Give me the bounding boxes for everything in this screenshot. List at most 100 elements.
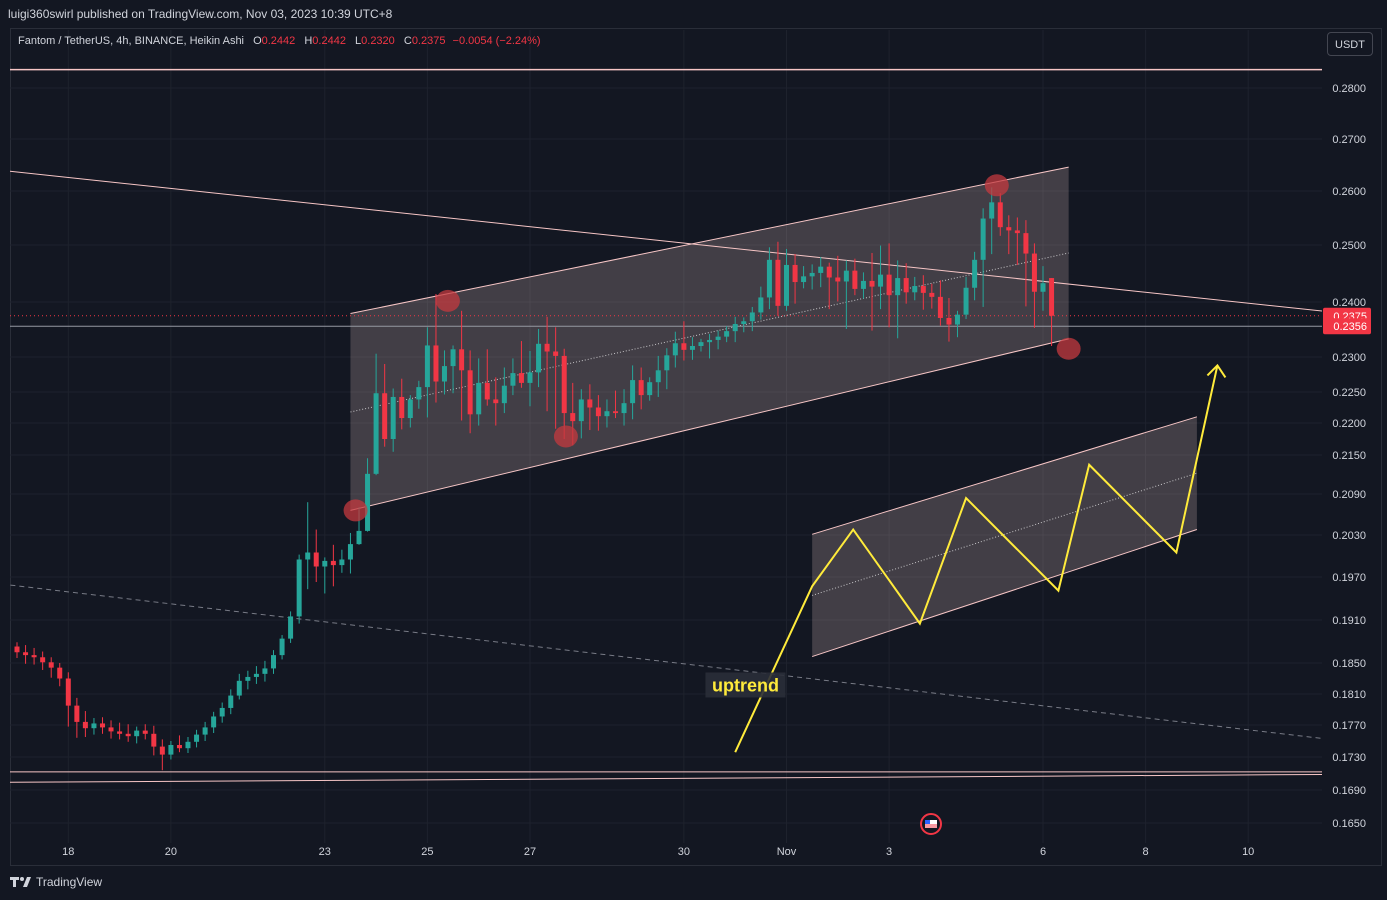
- candle-body: [912, 286, 918, 293]
- candle-body: [527, 372, 533, 383]
- price-axis-label: 0.1910: [1332, 615, 1366, 627]
- candle-body: [766, 259, 772, 298]
- candle-body: [14, 646, 20, 653]
- legend-symbol: Fantom / TetherUS, 4h, BINANCE, Heikin A…: [18, 35, 244, 47]
- candle-body: [595, 407, 601, 417]
- candle-body: [689, 346, 695, 350]
- bottom-support-line: [10, 773, 1322, 783]
- highlight-circle: [553, 425, 578, 448]
- candle-body: [416, 387, 422, 400]
- descending-trendline: [10, 170, 1322, 312]
- candle-body: [544, 343, 550, 352]
- projection-channel-upper: [812, 416, 1198, 535]
- price-axis-label: 0.2200: [1332, 418, 1366, 430]
- legend-low-label: L: [355, 35, 362, 47]
- time-axis-label: 6: [1040, 846, 1046, 858]
- candle-body: [724, 331, 730, 337]
- candle-body: [570, 413, 576, 422]
- candle-body: [826, 266, 832, 278]
- candle-body: [536, 343, 542, 373]
- currency-button[interactable]: USDT: [1327, 32, 1373, 56]
- candle-body: [108, 727, 114, 732]
- candle-body: [698, 342, 704, 346]
- price-axis-label: 0.2090: [1332, 489, 1366, 501]
- legend-high: 0.2442: [312, 35, 346, 47]
- candle-body: [23, 652, 29, 656]
- uptrend-label: uptrend: [712, 675, 779, 695]
- publisher-line: luigi360swirl published on TradingView.c…: [8, 7, 393, 21]
- price-axis-label: 0.2300: [1332, 352, 1366, 364]
- candle-body: [441, 366, 447, 382]
- candle-body: [895, 278, 901, 296]
- price-axis-label: 0.1850: [1332, 658, 1366, 670]
- candle-body: [424, 345, 430, 388]
- chart-svg[interactable]: uptrend 0.2800 0.2700 0.2600 0.2500 0.2400 0.2…: [0, 0, 1387, 866]
- candle-body: [869, 280, 875, 287]
- candle-body: [715, 336, 721, 340]
- highlight-circle: [984, 174, 1009, 197]
- dashed-trendline: [10, 584, 1322, 739]
- chart-frame: [10, 28, 1382, 866]
- candle-body: [134, 730, 140, 737]
- highlight-circle: [343, 499, 368, 522]
- us-event-flag-icon: [925, 820, 937, 828]
- candle-body: [630, 380, 636, 404]
- tradingview-logo-icon: [10, 877, 31, 887]
- price-axis-label: 0.2150: [1332, 450, 1366, 462]
- candle-body: [664, 355, 670, 371]
- candle-body: [732, 324, 738, 332]
- candle-body: [621, 403, 627, 414]
- candle-body: [809, 272, 815, 277]
- price-axis-label: 0.2250: [1332, 387, 1366, 399]
- price-tag-label: 0.2356: [1333, 321, 1367, 333]
- candle-body: [989, 202, 995, 219]
- price-axis-label: 0.2400: [1332, 297, 1366, 309]
- candle-body: [373, 393, 379, 474]
- price-axis-label: 0.1970: [1332, 572, 1366, 584]
- legend-change: −0.0054 (−2.24%): [452, 35, 541, 47]
- candle-body: [48, 662, 54, 668]
- candle-body: [1023, 233, 1029, 254]
- candle-body: [271, 655, 276, 669]
- legend-open-label: O: [253, 35, 262, 47]
- candle-body: [843, 270, 849, 282]
- candle-body: [202, 727, 208, 735]
- price-axis-label: 0.2600: [1332, 186, 1366, 198]
- candle-body: [510, 373, 516, 386]
- candle-body: [151, 733, 157, 747]
- candle-body: [185, 741, 191, 749]
- candle-body: [467, 370, 473, 415]
- time-axis-label: 20: [165, 846, 177, 858]
- candle-body: [980, 218, 986, 260]
- candle-body: [1040, 283, 1046, 292]
- brand[interactable]: TradingView: [10, 875, 102, 889]
- candle-body: [860, 280, 866, 289]
- candle-body: [604, 411, 610, 417]
- legend-low: 0.2320: [361, 35, 395, 47]
- candle-body: [578, 399, 584, 422]
- candle-body: [852, 270, 858, 289]
- publisher-bar: luigi360swirl published on TradingView.c…: [0, 0, 1387, 28]
- time-axis-label: 25: [421, 846, 433, 858]
- candle-body: [878, 274, 884, 287]
- time-axis-label: 27: [524, 846, 536, 858]
- candle-body: [330, 560, 336, 566]
- candle-body: [647, 382, 653, 396]
- candle-body: [194, 734, 200, 742]
- legend-open: 0.2442: [261, 35, 296, 47]
- legend-high-label: H: [304, 35, 313, 47]
- candle-body: [142, 730, 148, 734]
- candle-body: [954, 314, 960, 325]
- price-axis-label: 0.1650: [1332, 818, 1366, 830]
- price-axis-label: 0.2500: [1332, 240, 1366, 252]
- projection-channel-lower: [811, 529, 1198, 658]
- candle-body: [886, 274, 892, 296]
- candle-body: [587, 399, 593, 408]
- legend-close-label: C: [403, 35, 412, 47]
- candle-body: [91, 723, 97, 729]
- candle-body: [553, 351, 559, 356]
- time-axis-label: Nov: [777, 846, 797, 858]
- candle-body: [117, 731, 123, 734]
- candle-body: [476, 382, 482, 415]
- candle-body: [253, 673, 259, 677]
